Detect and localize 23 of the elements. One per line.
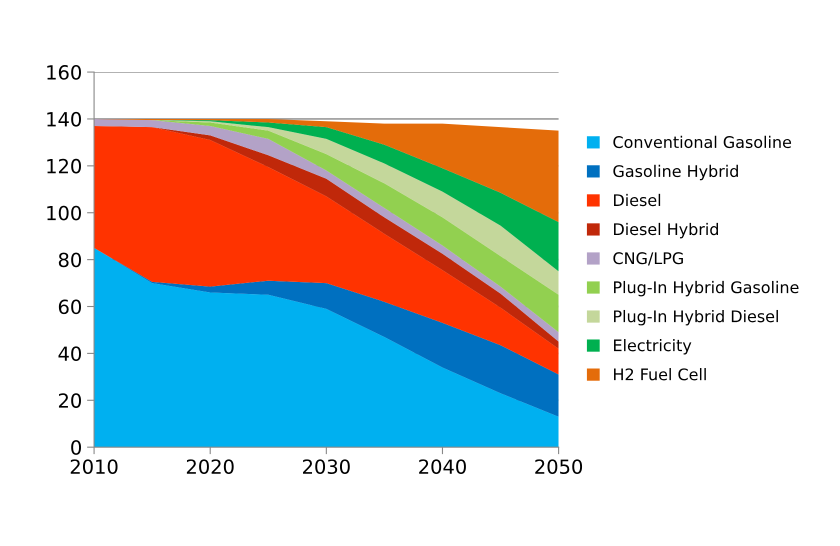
- x-tick-label: 2030: [303, 459, 350, 474]
- legend-label: Plug-In Hybrid Diesel: [614, 310, 778, 326]
- legend-label: CNG/LPG: [613, 252, 683, 266]
- legend-label: Diesel Hybrid: [614, 222, 718, 238]
- legend-label: Conventional Gasoline: [613, 136, 792, 148]
- legend-label: Electricity: [614, 338, 692, 354]
- y-tick-label: 120: [47, 158, 81, 174]
- y-tick-label: 20: [58, 393, 81, 408]
- y-tick-label: 0: [71, 440, 81, 455]
- legend-label: H2 Fuel Cell: [614, 368, 706, 380]
- x-tick-label: 2010: [70, 459, 118, 474]
- y-tick-label: 40: [58, 346, 81, 362]
- x-tick-label: 2020: [186, 459, 234, 474]
- y-tick-label: 140: [47, 112, 81, 127]
- legend-label: Diesel: [614, 194, 660, 206]
- y-tick-label: 60: [58, 299, 81, 314]
- x-tick-label: 2040: [419, 459, 466, 474]
- x-tick-label: 2050: [535, 459, 582, 474]
- legend-label: Plug-In Hybrid Gasoline: [614, 280, 799, 296]
- y-tick-label: 100: [47, 206, 81, 220]
- y-tick-label: 160: [47, 65, 81, 80]
- y-tick-label: 80: [58, 252, 81, 268]
- legend-label: Gasoline Hybrid: [613, 164, 738, 180]
